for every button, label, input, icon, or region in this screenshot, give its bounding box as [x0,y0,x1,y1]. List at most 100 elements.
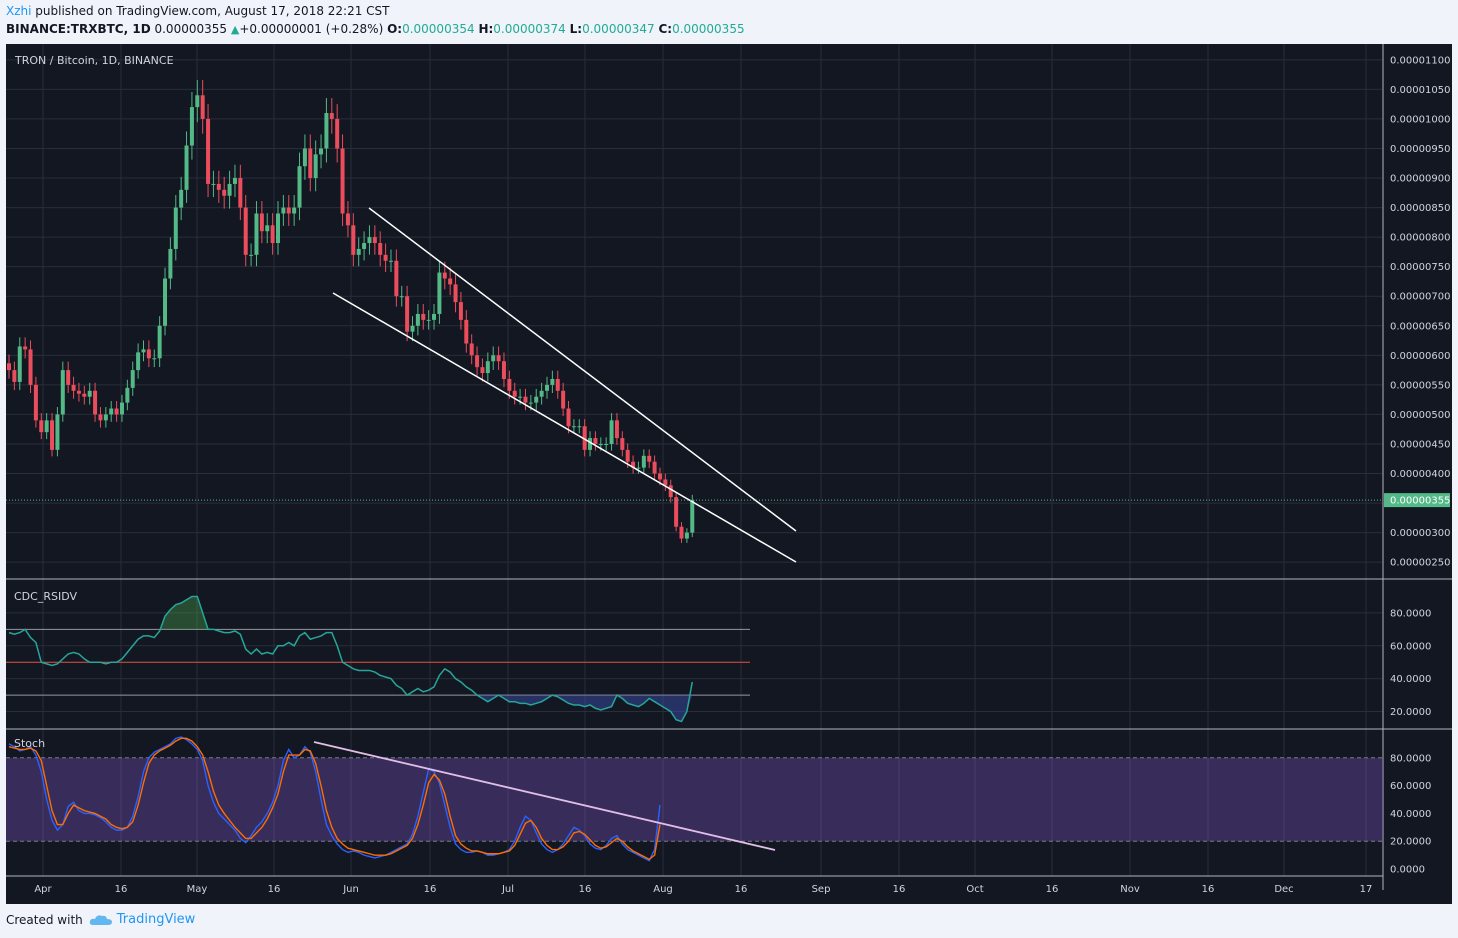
candle-body [657,473,662,480]
candle-body [109,408,114,415]
candle-body [184,145,189,190]
price-tick-label: 0.00000400 [1390,469,1450,480]
time-tick-label: Oct [966,884,983,895]
candle-body [114,408,119,415]
price-tick-label: 0.00000700 [1390,292,1450,303]
candle-body [281,207,286,214]
candle-body [507,378,512,391]
candle-body [7,363,11,371]
candle-body [641,455,646,468]
price-change: +0.00000001 (+0.28%) [239,22,384,36]
candle-body [33,384,38,421]
candle-body [259,213,264,232]
cloud-icon [89,914,112,925]
panes [6,44,1452,890]
candle-body [238,178,243,208]
last-price-badge [1384,493,1450,508]
tradingview-logo[interactable]: TradingView [89,912,195,927]
candle-body [44,420,49,433]
candle-body [179,189,184,208]
candle-body [604,443,609,445]
rsi-oversold-fill [9,695,693,722]
candle-body [399,296,404,298]
stoch-tick-label: 40.0000 [1390,809,1431,820]
up-arrow-icon: ▲ [230,23,240,36]
time-tick-label: 16 [579,884,592,895]
candle-body [308,148,313,179]
candle-body [12,370,17,382]
candle-body [71,384,76,391]
candle-body [222,189,227,196]
price-tick-label: 0.00000250 [1390,558,1450,569]
stoch-k-line [8,736,661,862]
candle-body [690,500,695,533]
candle-body [335,118,340,149]
close-label: C: [658,22,673,36]
candle-body [189,107,194,146]
candle-body [426,319,431,321]
candle-body [496,355,501,362]
candle-body [684,532,689,539]
chart-area[interactable]: 0.000002500.000003000.000003500.00000400… [0,44,1458,904]
low-label: L: [569,22,583,36]
candle-body [276,213,280,244]
candle-body [206,118,211,184]
price-tick-label: 0.00000500 [1390,410,1450,421]
candle-body [432,313,437,320]
candle-body [211,183,216,185]
candles [6,79,1383,563]
price-tick-label: 0.00001100 [1390,55,1450,66]
stoch-pane [6,736,1383,862]
price-tick-label: 0.00000550 [1390,380,1450,391]
rsi-tick-label: 80.0000 [1390,608,1431,619]
candle-body [410,325,415,332]
candle-body [98,414,103,421]
high-value: 0.00000374 [493,22,566,36]
candle-body [345,213,350,226]
price-tick-label: 0.00001050 [1390,85,1450,96]
rsi-tick-label: 20.0000 [1390,707,1431,718]
created-with-text: Created with [6,912,83,927]
publish-line: Xzhi published on TradingView.com, Augus… [6,4,390,18]
candle-body [356,248,361,255]
candle-body [652,461,657,474]
time-tick-label: 16 [1202,884,1215,895]
stoch-d-line [8,737,661,861]
candle-body [555,378,560,391]
candle-body [674,497,679,527]
candle-body [512,390,517,397]
candle-body [66,370,71,385]
candle-body [593,438,598,444]
candle-body [372,237,377,244]
candle-body [82,393,87,397]
rsi-overbought-fill [9,596,693,630]
candle-body [141,349,146,353]
time-tick-label: Sep [812,884,831,895]
candle-body [216,183,221,190]
axes: 0.000002500.000003000.000003500.00000400… [34,55,1450,895]
time-tick-label: 16 [268,884,281,895]
candle-body [297,166,302,208]
candle-body [566,408,571,427]
candle-body [152,358,157,360]
candle-body [388,260,393,262]
stoch-tick-label: 60.0000 [1390,781,1431,792]
candle-body [663,479,668,486]
channel-lower-line [332,292,797,563]
candle-body [319,148,324,155]
candle-body [598,443,603,445]
candle-body [60,370,65,415]
candle-body [227,183,232,196]
author-link[interactable]: Xzhi [6,4,32,18]
stoch-tick-label: 0.0000 [1390,865,1425,876]
time-tick-label: 17 [1360,884,1373,895]
candle-body [405,296,410,332]
candle-body [485,361,490,374]
candle-body [534,396,539,403]
price-tick-label: 0.00000600 [1390,351,1450,362]
candle-body [351,225,356,255]
candle-body [442,272,447,279]
candle-body [545,384,549,391]
last-price: 0.00000355 [154,22,228,36]
candle-body [362,243,367,249]
